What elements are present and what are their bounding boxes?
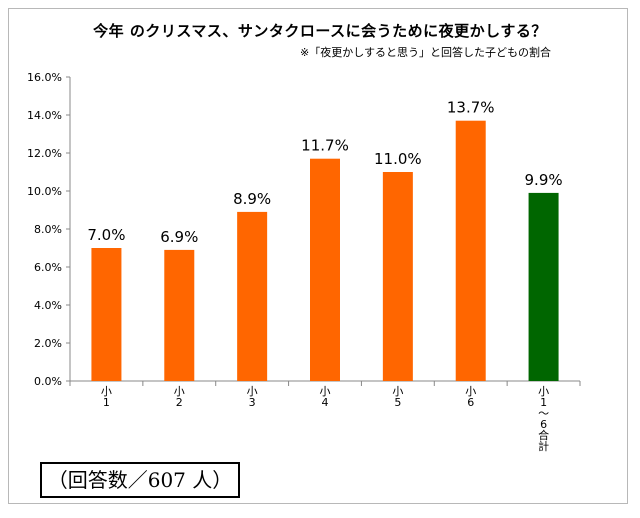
y-tick-label: 6.0% [34,261,62,274]
chart-frame [8,8,628,504]
bar [164,249,195,381]
y-tick-label: 4.0% [34,299,62,312]
y-tick-label: 8.0% [34,223,62,236]
y-tick-label: 0.0% [34,375,62,388]
bar-value-label: 6.9% [160,228,198,246]
bar [310,158,340,381]
x-category-label: 小 1 ～ 6 合計 [538,385,549,453]
bar-value-label: 8.9% [233,190,271,208]
bar-value-label: 11.0% [374,150,422,168]
y-tick-label: 10.0% [27,185,62,198]
chart-title: 今年 のクリスマス、サンタクロースに会うために夜更かしする？ [93,22,547,40]
bar-value-label: 11.7% [301,137,349,155]
y-tick-label: 12.0% [27,147,62,160]
bar [455,120,486,381]
bar [91,248,122,381]
bar-value-label: 7.0% [87,226,125,244]
y-tick-label: 16.0% [27,71,62,84]
bar-value-label: 9.9% [525,171,563,189]
respondent-count-note: （回答数／607 人） [40,462,240,498]
bar-value-label: 13.7% [447,99,495,117]
chart-subtitle: ※「夜更かしすると思う」と回答した子どもの割合 [300,46,551,59]
bar [382,172,413,381]
y-tick-label: 2.0% [34,337,62,350]
y-tick-label: 14.0% [27,109,62,122]
bar [237,211,268,381]
bar [528,192,559,381]
